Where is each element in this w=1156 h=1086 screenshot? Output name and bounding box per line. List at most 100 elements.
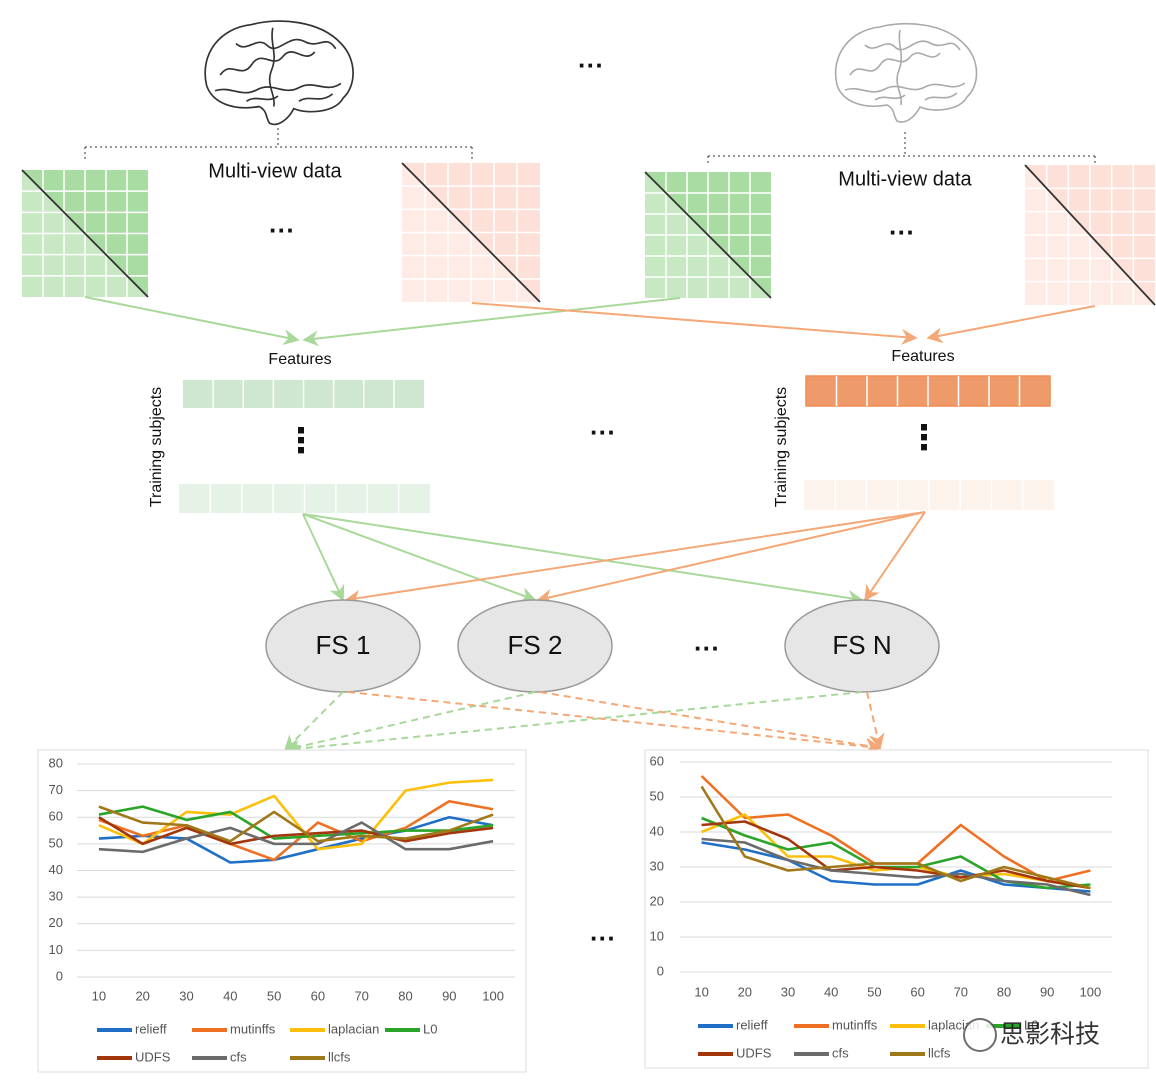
legend-label: UDFS bbox=[736, 1045, 772, 1060]
arrow bbox=[302, 513, 537, 603]
y-tick-label: 60 bbox=[49, 809, 63, 824]
arrow bbox=[302, 513, 345, 602]
arrow bbox=[283, 691, 344, 752]
ellipsis: ··· bbox=[578, 50, 604, 80]
matrix-diagonal bbox=[644, 171, 772, 299]
legend-label: mutinffs bbox=[832, 1017, 878, 1032]
arrow bbox=[536, 511, 926, 605]
matrix-diagonal bbox=[1024, 164, 1156, 306]
x-tick-label: 60 bbox=[910, 984, 924, 999]
series-line bbox=[701, 820, 1091, 890]
subjects-label: Training subjects bbox=[773, 387, 790, 507]
matrix-diagonal bbox=[401, 162, 541, 303]
series-line bbox=[700, 785, 1091, 890]
legend-label: llcfs bbox=[928, 1045, 951, 1060]
brain-fold bbox=[235, 38, 337, 50]
legend-label: UDFS bbox=[135, 1049, 171, 1064]
x-tick-label: 50 bbox=[267, 988, 281, 1003]
y-tick-label: 50 bbox=[650, 788, 664, 803]
fs-node-label: FS N bbox=[832, 630, 891, 660]
y-tick-label: 20 bbox=[49, 915, 63, 930]
brain-icon bbox=[204, 20, 354, 126]
arrow bbox=[302, 297, 681, 347]
series-line bbox=[98, 816, 494, 846]
x-tick-label: 40 bbox=[824, 984, 838, 999]
brain-fold bbox=[268, 27, 275, 107]
series-line bbox=[98, 778, 494, 851]
arrow bbox=[926, 305, 1096, 344]
arrow bbox=[84, 296, 300, 345]
y-tick-label: 20 bbox=[650, 893, 664, 908]
brain-fold bbox=[246, 95, 279, 102]
x-tick-label: 20 bbox=[135, 988, 149, 1003]
x-tick-label: 30 bbox=[179, 988, 193, 1003]
y-tick-label: 30 bbox=[49, 889, 63, 904]
brain-icon bbox=[834, 22, 978, 123]
brain-fold bbox=[849, 52, 941, 76]
brain-outline bbox=[834, 22, 978, 123]
multi-view-label: Multi-view data bbox=[838, 168, 972, 190]
watermark: 思影科技 bbox=[1000, 1021, 1100, 1049]
arrow bbox=[539, 691, 882, 754]
x-tick-label: 100 bbox=[1080, 984, 1102, 999]
vertical-ellipsis: ⋮ bbox=[907, 419, 941, 457]
fs-node-label: FS 2 bbox=[508, 630, 563, 660]
x-tick-label: 80 bbox=[398, 988, 412, 1003]
y-tick-label: 0 bbox=[56, 968, 63, 983]
series-line bbox=[98, 805, 494, 840]
subjects-label: Training subjects bbox=[148, 387, 165, 507]
y-tick-label: 10 bbox=[650, 928, 664, 943]
arrow bbox=[866, 691, 885, 750]
legend-label: laplacian bbox=[328, 1021, 379, 1036]
legend-label: L0 bbox=[423, 1021, 437, 1036]
brain-fold bbox=[864, 40, 961, 51]
y-tick-label: 10 bbox=[49, 942, 63, 957]
x-tick-label: 20 bbox=[738, 984, 752, 999]
y-tick-label: 80 bbox=[49, 755, 63, 770]
x-tick-label: 40 bbox=[223, 988, 237, 1003]
x-tick-label: 30 bbox=[781, 984, 795, 999]
x-tick-label: 60 bbox=[311, 988, 325, 1003]
brain-fold bbox=[298, 93, 334, 102]
fs-node-label: FS 1 bbox=[316, 630, 371, 660]
multi-view-label: Multi-view data bbox=[208, 160, 342, 182]
legend-label: relieff bbox=[135, 1021, 167, 1036]
features-label: Features bbox=[268, 351, 331, 368]
arrow bbox=[283, 691, 863, 757]
legend-label: L0 bbox=[1024, 1017, 1038, 1032]
x-tick-label: 90 bbox=[1040, 984, 1054, 999]
ellipsis: ··· bbox=[590, 417, 616, 447]
ellipsis: ··· bbox=[269, 215, 295, 245]
arrow bbox=[283, 691, 536, 755]
x-tick-label: 70 bbox=[954, 984, 968, 999]
legend-label: mutinffs bbox=[230, 1021, 276, 1036]
x-tick-label: 100 bbox=[482, 988, 504, 1003]
ellipsis: ··· bbox=[590, 923, 616, 953]
y-tick-label: 40 bbox=[49, 862, 63, 877]
arrow bbox=[344, 511, 926, 606]
arrow bbox=[347, 691, 882, 755]
ellipsis: ··· bbox=[889, 217, 915, 247]
series-line bbox=[701, 841, 1091, 893]
y-tick-label: 30 bbox=[650, 858, 664, 873]
series-line bbox=[98, 799, 494, 862]
arrow bbox=[471, 302, 918, 345]
brain-fold bbox=[219, 51, 316, 76]
y-tick-label: 0 bbox=[657, 963, 664, 978]
brain-fold bbox=[214, 82, 342, 94]
legend-label: llcfs bbox=[328, 1049, 351, 1064]
y-tick-label: 70 bbox=[49, 782, 63, 797]
brain-outline bbox=[204, 20, 354, 126]
watermark-icon bbox=[963, 1018, 997, 1052]
brain-fold bbox=[844, 82, 966, 93]
series-line bbox=[98, 805, 494, 843]
y-tick-label: 50 bbox=[49, 835, 63, 850]
brain-fold bbox=[924, 92, 958, 101]
arrow bbox=[864, 511, 926, 602]
vertical-ellipsis: ⋮ bbox=[284, 422, 318, 460]
x-tick-label: 10 bbox=[92, 988, 106, 1003]
brain-fold bbox=[896, 29, 903, 106]
x-tick-label: 50 bbox=[867, 984, 881, 999]
legend-label: cfs bbox=[230, 1049, 247, 1064]
